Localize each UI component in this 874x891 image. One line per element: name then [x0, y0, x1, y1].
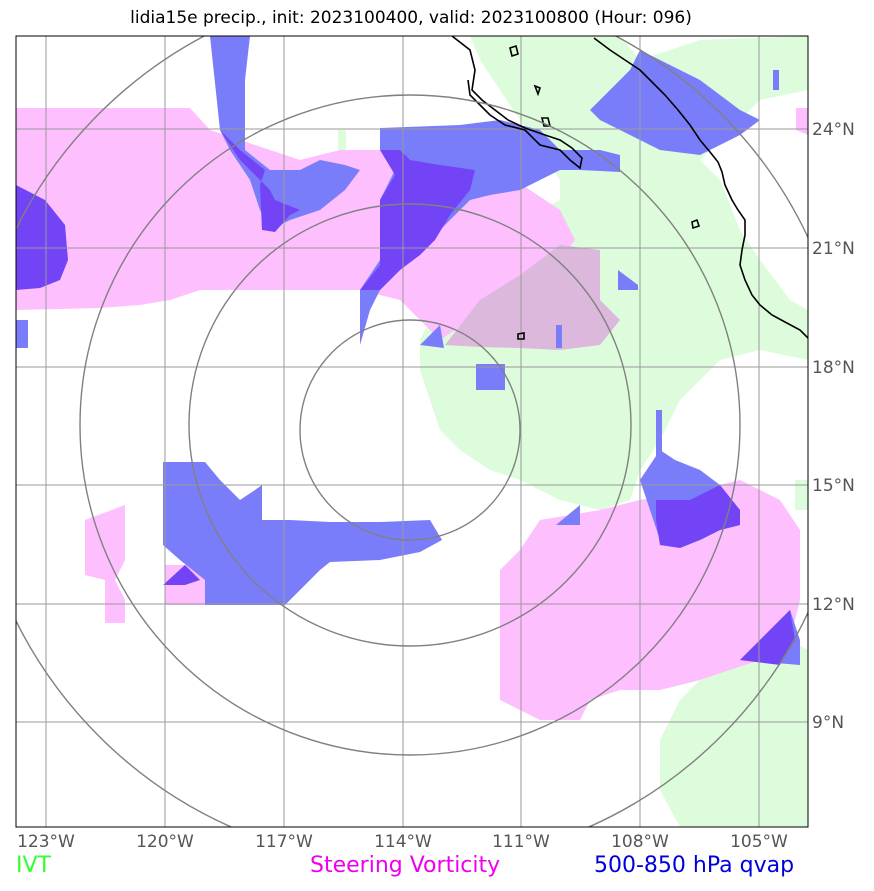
lat-tick-label: 21°N — [812, 239, 855, 259]
lat-tick-label: 12°N — [812, 595, 855, 615]
lon-tick-label: 123°W — [17, 832, 75, 852]
graticule — [16, 36, 808, 827]
lon-tick-label: 120°W — [136, 832, 194, 852]
range-ring-3 — [79, 94, 741, 756]
lat-tick-label: 18°N — [812, 358, 855, 378]
lat-tick-label: 15°N — [812, 476, 855, 496]
range-ring-1 — [299, 319, 521, 541]
lon-tick-label: 117°W — [255, 832, 313, 852]
legend-steering-vorticity: Steering Vorticity — [310, 853, 501, 878]
range-rings — [16, 36, 808, 827]
map-area — [16, 36, 808, 827]
lon-tick-label: 108°W — [611, 832, 669, 852]
range-ring-2 — [188, 203, 632, 647]
lon-tick-labels: 123°W 120°W 117°W 114°W 111°W 108°W 105°… — [17, 832, 788, 852]
lat-tick-labels: 24°N 21°N 18°N 15°N 12°N 9°N — [812, 120, 855, 733]
qvap-strong-field — [16, 130, 795, 665]
lat-tick-label: 24°N — [812, 120, 855, 140]
lat-tick-label: 9°N — [812, 713, 844, 733]
legend-qvap: 500-850 hPa qvap — [594, 853, 795, 878]
lon-tick-label: 105°W — [730, 832, 788, 852]
lon-tick-label: 114°W — [374, 832, 432, 852]
overlap-field — [445, 245, 620, 350]
map-frame — [15, 35, 809, 828]
figure-title: lidia15e precip., init: 2023100400, vali… — [130, 8, 692, 28]
legend-ivt: IVT — [16, 853, 51, 878]
lon-tick-label: 111°W — [492, 832, 550, 852]
coastline — [451, 36, 808, 340]
